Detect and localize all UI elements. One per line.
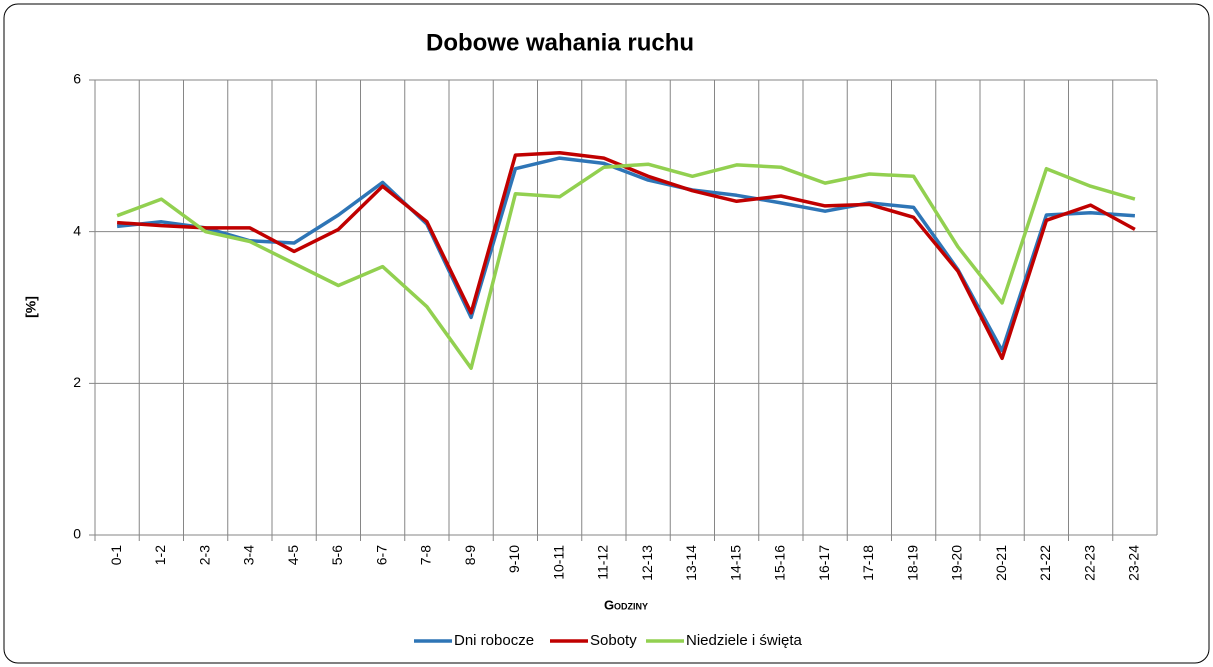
x-tick-label: 0-1 bbox=[108, 545, 124, 565]
legend-label: Niedziele i święta bbox=[686, 632, 803, 649]
y-tick-label: 0 bbox=[73, 526, 81, 542]
x-tick-label: 23-24 bbox=[1126, 545, 1142, 581]
x-tick-label: 1-2 bbox=[152, 545, 168, 565]
y-tick-label: 2 bbox=[73, 374, 81, 390]
x-tick-label: 4-5 bbox=[285, 545, 301, 565]
x-tick-label: 19-20 bbox=[949, 545, 965, 581]
y-tick-label: 6 bbox=[73, 71, 81, 87]
x-tick-label: 3-4 bbox=[241, 545, 257, 565]
chart-border bbox=[3, 3, 1210, 664]
y-axis-label: [%] bbox=[23, 296, 39, 318]
x-tick-label: 5-6 bbox=[329, 545, 345, 565]
x-tick-label: 15-16 bbox=[772, 545, 788, 581]
x-tick-label: 21-22 bbox=[1037, 545, 1053, 581]
x-tick-label: 22-23 bbox=[1081, 545, 1097, 581]
x-tick-label: 9-10 bbox=[506, 545, 522, 573]
x-tick-label: 17-18 bbox=[860, 545, 876, 581]
y-tick-label: 4 bbox=[73, 222, 81, 238]
x-tick-label: 6-7 bbox=[373, 545, 389, 565]
x-tick-label: 12-13 bbox=[639, 545, 655, 581]
x-tick-label: 18-19 bbox=[904, 545, 920, 581]
legend-label: Soboty bbox=[590, 632, 637, 649]
series-line bbox=[116, 162, 1136, 370]
x-tick-label: 16-17 bbox=[816, 545, 832, 581]
x-tick-label: 13-14 bbox=[683, 545, 699, 581]
x-tick-label: 2-3 bbox=[196, 545, 212, 565]
x-tick-label: 7-8 bbox=[418, 545, 434, 565]
x-tick-label: 20-21 bbox=[993, 545, 1009, 581]
x-tick-label: 8-9 bbox=[462, 545, 478, 565]
chart-title: Dobowe wahania ruchu bbox=[426, 29, 694, 56]
x-tick-label: 10-11 bbox=[550, 545, 566, 580]
x-axis-label: Godziny bbox=[604, 597, 648, 612]
x-tick-label: 14-15 bbox=[727, 545, 743, 581]
legend-label: Dni robocze bbox=[454, 632, 534, 649]
x-tick-label: 11-12 bbox=[595, 545, 611, 580]
